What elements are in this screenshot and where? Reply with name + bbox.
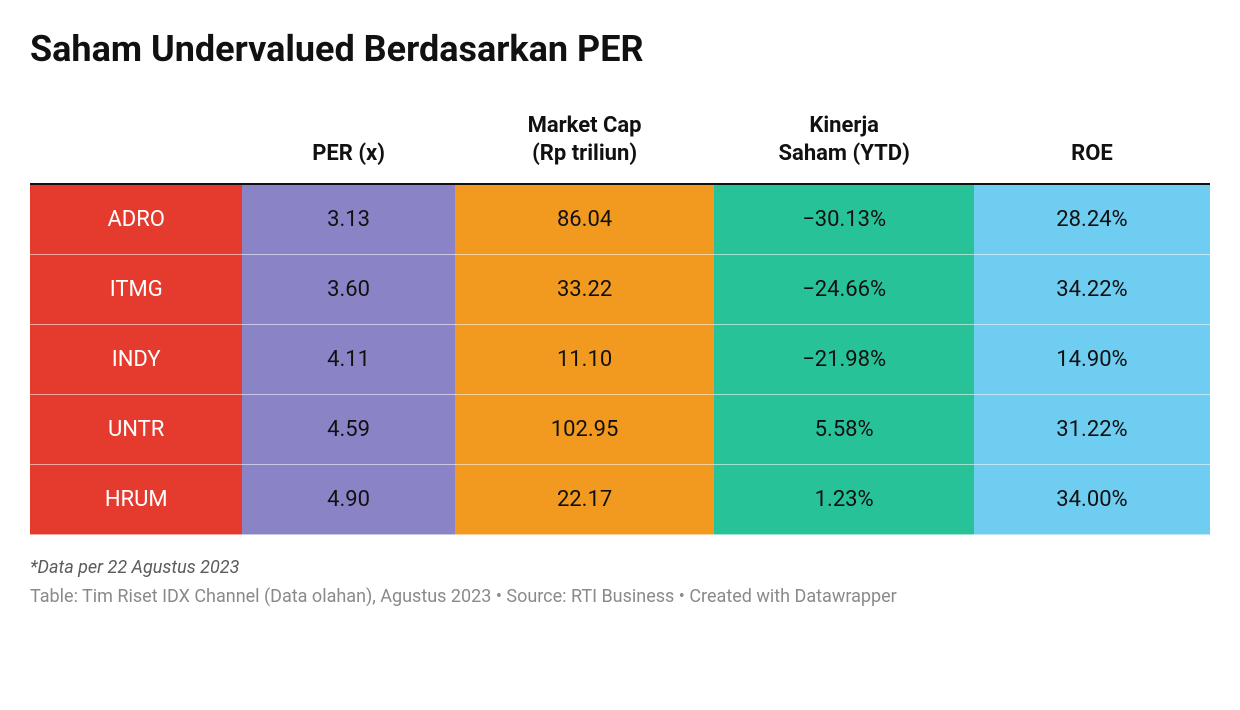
col-header-0 [30, 98, 242, 184]
value-cell: 3.60 [242, 255, 454, 325]
value-cell: 14.90% [974, 325, 1210, 395]
chart-title: Saham Undervalued Berdasarkan PER [30, 28, 1210, 70]
value-cell: 31.22% [974, 395, 1210, 465]
ticker-cell: ITMG [30, 255, 242, 325]
value-cell: 11.10 [455, 325, 715, 395]
table-row: HRUM4.9022.171.23%34.00% [30, 465, 1210, 535]
value-cell: 33.22 [455, 255, 715, 325]
data-table: PER (x)Market Cap(Rp triliun)KinerjaSaha… [30, 98, 1210, 535]
col-header-4: ROE [974, 98, 1210, 184]
value-cell: 22.17 [455, 465, 715, 535]
value-cell: −21.98% [714, 325, 974, 395]
value-cell: 4.11 [242, 325, 454, 395]
table-row: UNTR4.59102.955.58%31.22% [30, 395, 1210, 465]
credits: Table: Tim Riset IDX Channel (Data olaha… [30, 586, 1210, 607]
col-header-2: Market Cap(Rp triliun) [455, 98, 715, 184]
ticker-cell: ADRO [30, 184, 242, 255]
table-row: ITMG3.6033.22−24.66%34.22% [30, 255, 1210, 325]
table-row: ADRO3.1386.04−30.13%28.24% [30, 184, 1210, 255]
col-header-3: KinerjaSaham (YTD) [714, 98, 974, 184]
value-cell: 34.22% [974, 255, 1210, 325]
col-header-1: PER (x) [242, 98, 454, 184]
ticker-cell: UNTR [30, 395, 242, 465]
value-cell: 86.04 [455, 184, 715, 255]
value-cell: 28.24% [974, 184, 1210, 255]
value-cell: −30.13% [714, 184, 974, 255]
table-row: INDY4.1111.10−21.98%14.90% [30, 325, 1210, 395]
value-cell: 3.13 [242, 184, 454, 255]
value-cell: 4.59 [242, 395, 454, 465]
table-header-row: PER (x)Market Cap(Rp triliun)KinerjaSaha… [30, 98, 1210, 184]
footnote: *Data per 22 Agustus 2023 [30, 557, 1210, 578]
value-cell: −24.66% [714, 255, 974, 325]
ticker-cell: HRUM [30, 465, 242, 535]
value-cell: 1.23% [714, 465, 974, 535]
value-cell: 34.00% [974, 465, 1210, 535]
value-cell: 5.58% [714, 395, 974, 465]
value-cell: 4.90 [242, 465, 454, 535]
value-cell: 102.95 [455, 395, 715, 465]
ticker-cell: INDY [30, 325, 242, 395]
